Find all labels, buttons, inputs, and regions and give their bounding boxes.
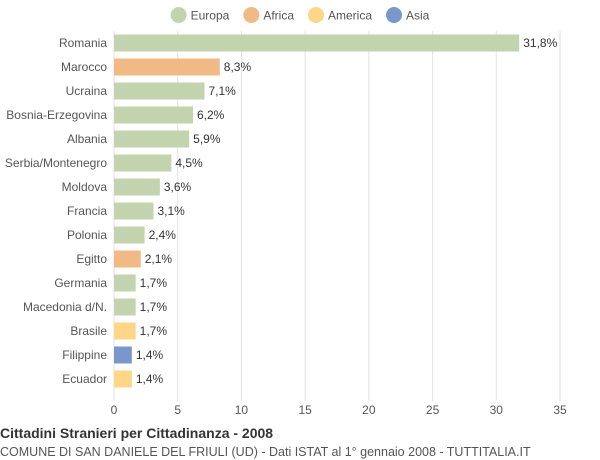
x-tick-label-2: 10 bbox=[235, 403, 249, 417]
category-label-4: Albania bbox=[67, 132, 107, 146]
value-label-10: 1,7% bbox=[140, 276, 168, 290]
value-label-2: 7,1% bbox=[208, 84, 236, 98]
bars bbox=[114, 34, 520, 388]
x-tick-label-0: 0 bbox=[111, 403, 118, 417]
value-label-13: 1,4% bbox=[136, 348, 164, 362]
category-label-5: Serbia/Montenegro bbox=[5, 156, 107, 170]
bar-10 bbox=[114, 274, 136, 292]
legend-marker-2 bbox=[308, 7, 325, 23]
category-label-9: Egitto bbox=[76, 252, 107, 266]
value-label-7: 3,1% bbox=[158, 204, 186, 218]
x-tick-label-1: 5 bbox=[174, 403, 181, 417]
bar-8 bbox=[114, 226, 145, 244]
category-label-0: Romania bbox=[59, 36, 107, 50]
bar-3 bbox=[114, 106, 194, 124]
legend-label-0: Europa bbox=[191, 9, 230, 23]
value-label-11: 1,7% bbox=[140, 300, 168, 314]
value-label-9: 2,1% bbox=[145, 252, 173, 266]
bar-5 bbox=[114, 154, 172, 172]
value-labels: 31,8% 8,3% 7,1% 6,2% 5,9% 4,5% 3,6% 3,1% 2,4% 2,1… bbox=[136, 36, 558, 386]
bar-4 bbox=[114, 130, 190, 148]
legend-label-1: Africa bbox=[263, 9, 294, 23]
chart-title: Cittadini Stranieri per Cittadinanza - 2… bbox=[0, 425, 274, 441]
category-label-12: Brasile bbox=[70, 324, 107, 338]
value-label-3: 6,2% bbox=[197, 108, 225, 122]
x-tick-label-3: 15 bbox=[298, 403, 312, 417]
bar-12 bbox=[114, 322, 136, 340]
category-label-2: Ucraina bbox=[66, 84, 108, 98]
bar-6 bbox=[114, 178, 160, 196]
bar-7 bbox=[114, 202, 154, 220]
category-label-3: Bosnia-Erzegovina bbox=[6, 108, 107, 122]
value-label-14: 1,4% bbox=[136, 372, 164, 386]
category-label-7: Francia bbox=[67, 204, 107, 218]
value-label-1: 8,3% bbox=[224, 60, 252, 74]
category-label-11: Macedonia d/N. bbox=[23, 300, 107, 314]
bar-1 bbox=[114, 58, 220, 76]
legend-marker-0 bbox=[170, 7, 187, 23]
value-label-6: 3,6% bbox=[164, 180, 192, 194]
legend-label-2: America bbox=[328, 9, 372, 23]
bar-14 bbox=[114, 370, 132, 388]
x-tick-label-4: 20 bbox=[362, 403, 376, 417]
bar-9 bbox=[114, 250, 141, 268]
category-label-10: Germania bbox=[54, 276, 107, 290]
bar-0 bbox=[114, 34, 520, 52]
bar-11 bbox=[114, 298, 136, 316]
x-tick-label-5: 25 bbox=[426, 403, 440, 417]
category-labels: Romania Marocco Ucraina Bosnia-Erzegovina Al… bbox=[5, 36, 107, 386]
bar-13 bbox=[114, 346, 132, 364]
value-label-0: 31,8% bbox=[523, 36, 557, 50]
category-label-13: Filippine bbox=[62, 348, 107, 362]
value-label-12: 1,7% bbox=[140, 324, 168, 338]
category-label-14: Ecuador bbox=[62, 372, 107, 386]
category-label-6: Moldova bbox=[62, 180, 108, 194]
bar-chart: Europa Africa America Asia Romania Marocco Uc… bbox=[5, 7, 567, 417]
value-label-8: 2,4% bbox=[149, 228, 177, 242]
legend-label-3: Asia bbox=[406, 9, 430, 23]
x-tick-labels: 0 5 10 15 20 25 30 35 bbox=[111, 403, 567, 417]
legend-marker-1 bbox=[243, 7, 260, 23]
x-tick-label-6: 30 bbox=[490, 403, 504, 417]
legend-marker-3 bbox=[386, 7, 403, 23]
legend: Europa Africa America Asia bbox=[170, 7, 430, 23]
category-label-8: Polonia bbox=[67, 228, 107, 242]
category-label-1: Marocco bbox=[61, 60, 107, 74]
value-label-5: 4,5% bbox=[175, 156, 203, 170]
bar-2 bbox=[114, 82, 205, 100]
value-label-4: 5,9% bbox=[193, 132, 221, 146]
chart-subtitle: COMUNE DI SAN DANIELE DEL FRIULI (UD) - … bbox=[0, 445, 531, 459]
x-tick-label-7: 35 bbox=[553, 403, 567, 417]
